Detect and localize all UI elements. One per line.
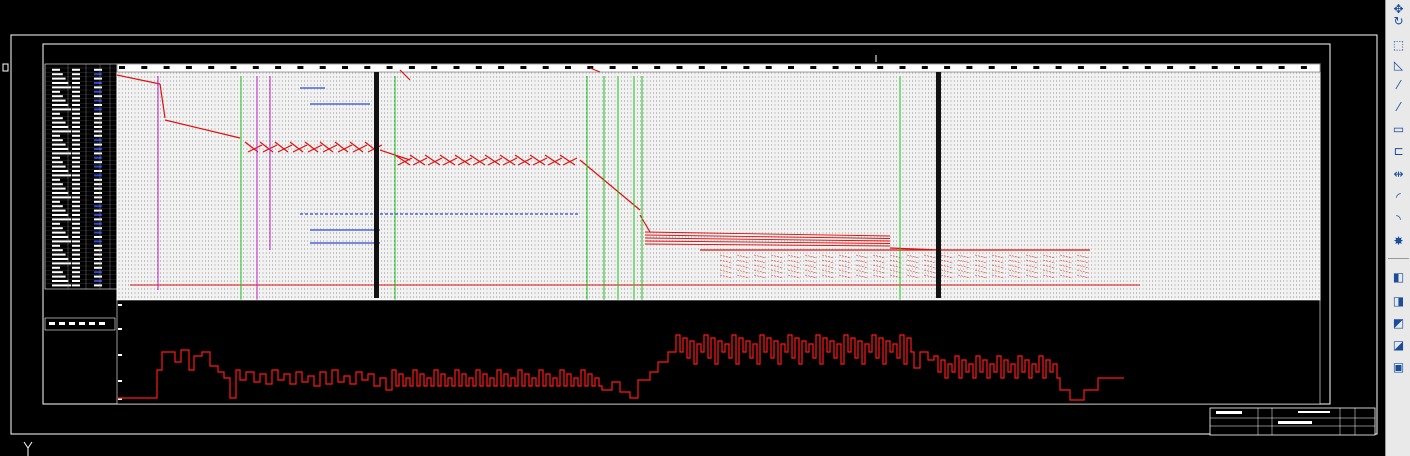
join-icon[interactable]: ⇹ bbox=[1393, 166, 1404, 181]
draworder-back-icon[interactable]: ◨ bbox=[1392, 293, 1405, 308]
draworder-above-icon[interactable]: ◩ bbox=[1392, 315, 1405, 330]
fillet-icon[interactable]: ◝ bbox=[1396, 211, 1401, 226]
outer-frame bbox=[10, 34, 1378, 435]
break-at-point-icon[interactable]: ▭ bbox=[1392, 121, 1405, 136]
move-icon[interactable]: ✥ bbox=[1393, 1, 1404, 16]
stretch-icon[interactable]: ◺ bbox=[1393, 57, 1404, 72]
trim-icon[interactable]: ⁄ bbox=[1397, 77, 1400, 92]
draworder-front-icon[interactable]: ◧ bbox=[1392, 269, 1405, 284]
extend-icon[interactable]: ⁄ bbox=[1397, 99, 1400, 114]
timeline-header bbox=[116, 63, 1321, 73]
scale-icon[interactable]: ⬚ bbox=[1392, 37, 1405, 52]
gantt-grid-area bbox=[116, 63, 1321, 301]
task-table bbox=[44, 63, 118, 290]
chamfer-icon[interactable]: ◜ bbox=[1396, 189, 1401, 204]
bring-annotations-front-icon[interactable]: ▣ bbox=[1392, 359, 1405, 374]
draworder-under-icon[interactable]: ◪ bbox=[1392, 337, 1405, 352]
modify-toolbar: ✥ ↻ ⬚ ◺ ⁄ ⁄ ▭ ⊏ ⇹ ◜ ◝ ✸ ◧ ◨ ◩ ◪ ▣ bbox=[1385, 0, 1410, 456]
histogram-axis bbox=[118, 304, 122, 400]
rotate-icon[interactable]: ↻ bbox=[1393, 13, 1404, 28]
ucs-icon bbox=[23, 441, 33, 456]
schedule-lines bbox=[116, 67, 1140, 286]
resource-histogram-line bbox=[117, 334, 1124, 401]
histogram-legend bbox=[44, 317, 116, 331]
explode-icon[interactable]: ✸ bbox=[1393, 233, 1404, 248]
gantt-grid-lines bbox=[118, 72, 1320, 298]
break-icon[interactable]: ⊏ bbox=[1393, 143, 1404, 158]
origin-marker bbox=[2, 63, 9, 72]
title-block bbox=[1209, 407, 1376, 436]
